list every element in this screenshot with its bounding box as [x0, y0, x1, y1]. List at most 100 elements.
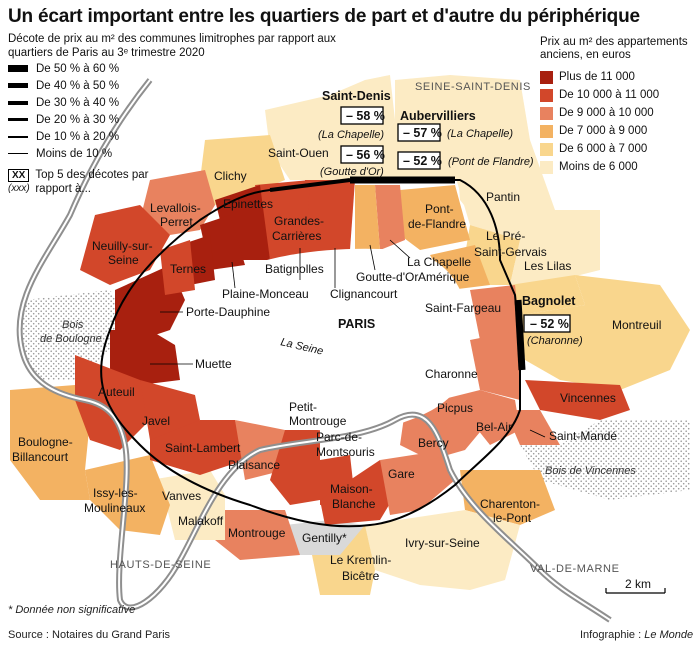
commune-bagnolet: Bagnolet [522, 294, 576, 308]
quartier-plaisance: Plaisance [228, 458, 280, 472]
svg-text:– 57 %: – 57 % [403, 126, 442, 140]
quartier-goutte-or: Goutte-d'Or [356, 270, 418, 284]
quartier-amerique: Amérique [418, 270, 470, 284]
commune-vincennes: Vincennes [560, 391, 616, 405]
legend-line-under-10: Moins de 10 % [8, 145, 338, 162]
region-vanves [150, 470, 225, 505]
quartier-saint-lambert: Saint-Lambert [165, 441, 241, 455]
quartier-parc-montsouris-1: Parc-de- [316, 430, 362, 444]
region-saint-mande [505, 410, 560, 445]
region-ternes [160, 240, 195, 295]
quartier-bel-air: Bel-Air [476, 420, 512, 434]
region-maison-blanche [320, 460, 395, 525]
dept-hauts-de-seine: HAUTS-DE-SEINE [110, 559, 211, 571]
quartier-ternes: Ternes [170, 262, 206, 276]
commune-vanves: Vanves [162, 489, 201, 503]
wood-bois-boulogne-1: Bois [62, 319, 84, 331]
quartier-auteuil: Auteuil [98, 385, 135, 399]
legend-top5-text: Top 5 des décotes par rapport à... [35, 169, 149, 195]
svg-text:– 56 %: – 56 % [346, 148, 385, 162]
top5-box-5: – 52 % (Charonne) [523, 314, 583, 347]
paris-inner-area [182, 248, 470, 432]
commune-levallois-1: Levallois- [150, 201, 201, 215]
legend-prix-label: Plus de 11 000 [559, 70, 635, 83]
legend-prix-label: De 10 000 à 11 000 [559, 88, 660, 101]
quartier-petit-montrouge-2: Montrouge [289, 414, 347, 428]
quartier-petit-montrouge-1: Petit- [289, 400, 317, 414]
legend-prix-swatch [540, 160, 553, 174]
region-vincennes [525, 380, 630, 420]
legend-top5-box: XX [8, 169, 30, 182]
legend-prix-label: Moins de 6 000 [559, 160, 638, 173]
top5-box-4: – 52 % (Pont de Flandre) [397, 151, 534, 170]
commune-charenton-1: Charenton- [480, 497, 540, 511]
legend-prix-rows: Plus de 11 000 De 10 000 à 11 000 De 9 000… [540, 68, 690, 176]
region-ivry [365, 510, 520, 590]
communes-layer [10, 75, 690, 595]
svg-text:– 52 %: – 52 % [403, 154, 442, 168]
quartier-pont-de-flandre-2: de-Flandre [408, 217, 466, 231]
region-pantin [455, 175, 545, 240]
wood-bois-vincennes: Bois de Vincennes [545, 465, 636, 477]
commune-pantin: Pantin [486, 190, 520, 204]
region-montrouge [215, 510, 300, 560]
commune-issy-2: Moulineaux [84, 501, 145, 515]
top5-box-3: – 57 % (La Chapelle) [397, 123, 513, 142]
commune-aubervilliers: Aubervilliers [400, 109, 476, 123]
region-saint-fargeau [470, 285, 520, 340]
legend-prix-title: Prix au m² des appartements anciens, en … [540, 36, 688, 61]
legend-prix-item-1: De 10 000 à 11 000 [540, 86, 690, 104]
commune-issy-1: Issy-les- [93, 486, 138, 500]
quartier-la-chapelle: La Chapelle [407, 255, 471, 269]
region-montreuil [520, 275, 690, 390]
footnote: * Donnée non significative [8, 604, 136, 616]
legend-prix-item-2: De 9 000 à 10 000 [540, 104, 690, 122]
quartier-pont-de-flandre-1: Pont- [425, 202, 454, 216]
commune-boulogne-1: Boulogne- [18, 435, 73, 449]
svg-text:– 58 %: – 58 % [346, 109, 385, 123]
legend-prix-label: De 9 000 à 10 000 [559, 106, 654, 119]
quartier-clignancourt: Clignancourt [330, 287, 398, 301]
legend-decote: Décote de prix au m² des communes limitr… [8, 32, 338, 196]
svg-text:2 km: 2 km [625, 577, 651, 591]
commune-kremlin-1: Le Kremlin- [330, 553, 391, 567]
commune-clichy: Clichy [214, 169, 247, 183]
svg-text:(Pont de Flandre): (Pont de Flandre) [448, 156, 534, 168]
legend-prix-item-5: Moins de 6 000 [540, 158, 690, 176]
top5-box-1: – 58 % (La Chapelle) [318, 106, 385, 141]
commune-montreuil: Montreuil [612, 318, 661, 332]
dept-seine-saint-denis: SEINE-SAINT-DENIS [415, 81, 531, 93]
commune-saint-mande: Saint-Mandé [549, 429, 617, 443]
commune-neuilly-2: Seine [108, 253, 139, 267]
wood-bois-boulogne-2: de Boulogne [40, 333, 102, 345]
region-levallois [140, 170, 215, 235]
quartier-plaine-monceau: Plaine-Monceau [222, 287, 309, 301]
region-charenton [460, 470, 555, 525]
commune-ivry: Ivry-sur-Seine [405, 536, 480, 550]
region-gare [380, 450, 455, 515]
legend-prix-swatch [540, 142, 553, 156]
region-bel-air [470, 390, 520, 445]
commune-levallois-2: Perret [160, 215, 193, 229]
quartier-porte-dauphine: Porte-Dauphine [186, 305, 270, 319]
quartier-batignolles: Batignolles [265, 262, 324, 276]
region-bois-vincennes-area [520, 420, 690, 500]
legend-prix-swatch [540, 88, 553, 102]
legend-prix-item-4: De 6 000 à 7 000 [540, 140, 690, 158]
scale-bar: 2 km [605, 577, 666, 594]
region-auteuil [75, 355, 150, 450]
quartier-gare: Gare [388, 467, 415, 481]
commune-charenton-2: le-Pont [493, 511, 532, 525]
quartier-saint-fargeau: Saint-Fargeau [425, 301, 501, 315]
credit: Infographie : Le Monde [580, 629, 694, 641]
commune-kremlin-2: Bicêtre [342, 569, 380, 583]
region-gentilly [285, 520, 365, 555]
leader-lines [150, 239, 546, 438]
svg-text:(La Chapelle): (La Chapelle) [318, 129, 384, 141]
legend-prix-swatch [540, 124, 553, 138]
peripherique-segment-50-60-bagnolet [514, 299, 526, 371]
peripherique-segment-40-50 [269, 178, 351, 192]
region-goutte-or [355, 185, 380, 250]
legend-prix-item-3: De 7 000 à 9 000 [540, 122, 690, 140]
commune-malakoff: Malakoff [178, 514, 224, 528]
